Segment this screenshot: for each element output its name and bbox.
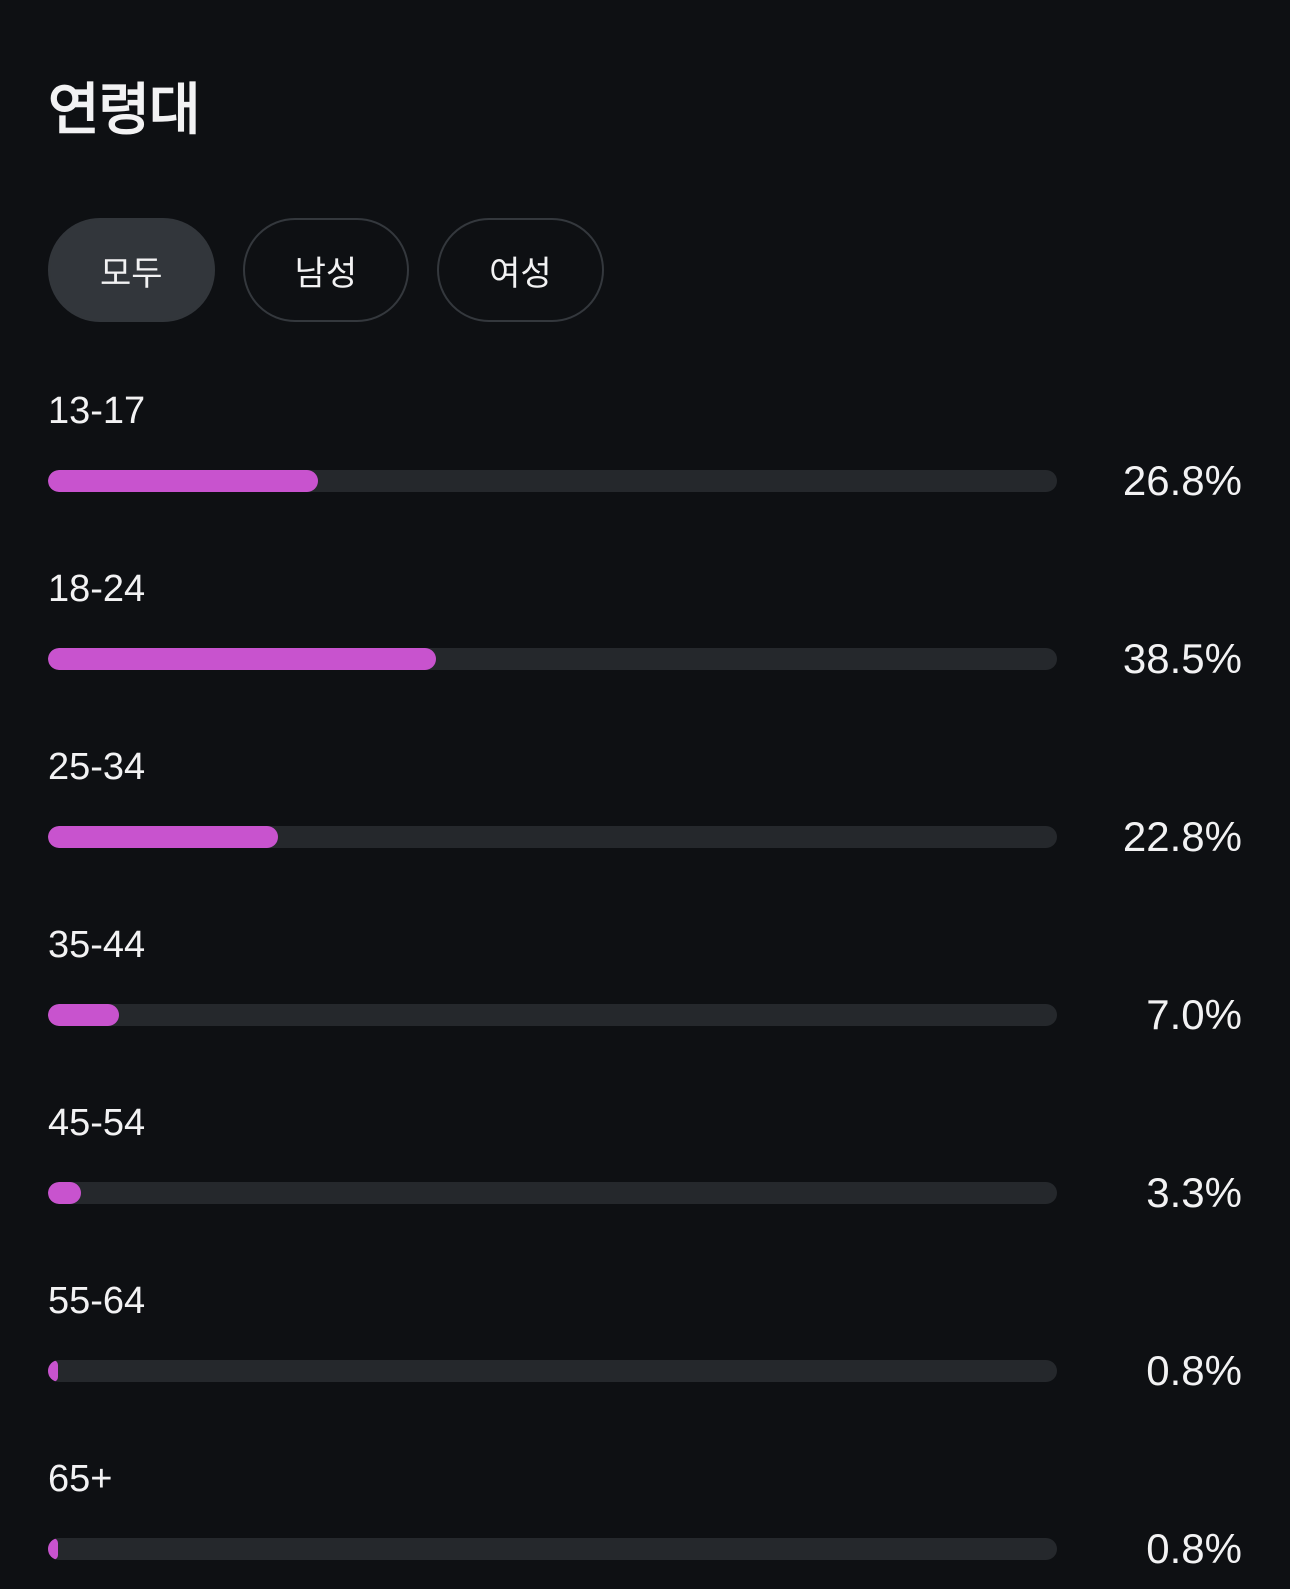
bar-track (48, 1360, 1057, 1383)
age-group-label: 35-44 (48, 924, 146, 967)
filter-male-button[interactable]: 남성 (242, 218, 410, 323)
bar-fill (48, 826, 279, 849)
bar-fill (48, 1360, 58, 1383)
age-group-label: 65+ (48, 1458, 113, 1501)
percentage-label: 26.8% (1122, 457, 1242, 505)
bar-track (48, 826, 1057, 849)
age-row-35-44: 35-44 7.0% (48, 922, 1242, 1036)
bar-fill (48, 648, 437, 671)
gender-filter-group: 모두 남성 여성 (48, 218, 1242, 323)
bar-fill (48, 1004, 119, 1027)
age-row-25-34: 25-34 22.8% (48, 744, 1242, 858)
age-bar-chart: 13-17 26.8% 18-24 38.5% 25-34 (48, 388, 1242, 1570)
age-row-55-64: 55-64 0.8% (48, 1278, 1242, 1392)
percentage-label: 0.8% (1146, 1347, 1242, 1395)
percentage-label: 22.8% (1122, 813, 1242, 861)
filter-female-button[interactable]: 여성 (437, 218, 604, 323)
bar-fill (48, 470, 319, 493)
page-title: 연령대 (48, 78, 201, 141)
percentage-label: 7.0% (1146, 991, 1242, 1039)
age-row-18-24: 18-24 38.5% (48, 566, 1242, 680)
bar-track (48, 470, 1057, 493)
age-group-label: 55-64 (48, 1280, 146, 1323)
percentage-label: 3.3% (1146, 1169, 1242, 1217)
percentage-label: 0.8% (1146, 1525, 1242, 1573)
age-group-label: 25-34 (48, 746, 146, 789)
bar-fill (48, 1182, 82, 1205)
bar-track (48, 648, 1057, 671)
bar-track (48, 1538, 1057, 1561)
age-group-label: 13-17 (48, 390, 146, 433)
age-row-45-54: 45-54 3.3% (48, 1100, 1242, 1214)
filter-all-button[interactable]: 모두 (48, 218, 215, 323)
percentage-label: 38.5% (1122, 635, 1242, 683)
age-group-label: 18-24 (48, 568, 146, 611)
bar-fill (48, 1538, 58, 1561)
age-row-13-17: 13-17 26.8% (48, 388, 1242, 502)
bar-track (48, 1004, 1057, 1027)
age-group-label: 45-54 (48, 1102, 146, 1145)
age-row-65-plus: 65+ 0.8% (48, 1456, 1242, 1570)
bar-track (48, 1182, 1057, 1205)
